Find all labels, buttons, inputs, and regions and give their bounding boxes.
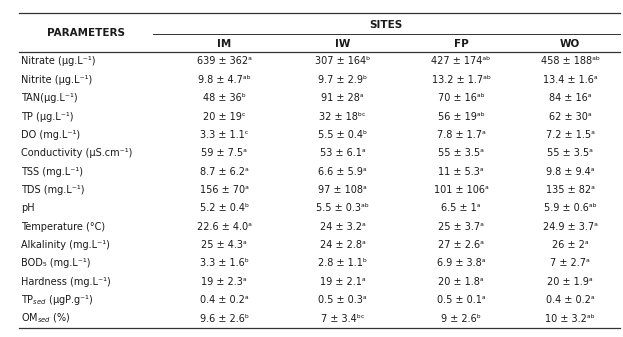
Text: 32 ± 18ᵇᶜ: 32 ± 18ᵇᶜ [320, 112, 366, 122]
Text: 307 ± 164ᵇ: 307 ± 164ᵇ [315, 56, 370, 66]
Text: DO (mg.L⁻¹): DO (mg.L⁻¹) [21, 130, 80, 140]
Text: 0.4 ± 0.2ᵃ: 0.4 ± 0.2ᵃ [200, 295, 249, 305]
Text: 156 ± 70ᵃ: 156 ± 70ᵃ [200, 185, 249, 195]
Text: 5.9 ± 0.6ᵃᵇ: 5.9 ± 0.6ᵃᵇ [544, 203, 596, 213]
Text: 25 ± 3.7ᵃ: 25 ± 3.7ᵃ [438, 222, 484, 232]
Text: 97 ± 108ᵃ: 97 ± 108ᵃ [318, 185, 367, 195]
Text: 27 ± 2.6ᵃ: 27 ± 2.6ᵃ [438, 240, 484, 250]
Text: 7 ± 3.4ᵇᶜ: 7 ± 3.4ᵇᶜ [321, 313, 364, 324]
Text: 26 ± 2ᵃ: 26 ± 2ᵃ [552, 240, 588, 250]
Text: 8.7 ± 6.2ᵃ: 8.7 ± 6.2ᵃ [200, 166, 249, 177]
Text: 427 ± 174ᵃᵇ: 427 ± 174ᵃᵇ [431, 56, 491, 66]
Text: TP (μg.L⁻¹): TP (μg.L⁻¹) [21, 112, 74, 122]
Text: pH: pH [21, 203, 35, 213]
Text: TDS (mg.L⁻¹): TDS (mg.L⁻¹) [21, 185, 85, 195]
Text: TAN(μg.L⁻¹): TAN(μg.L⁻¹) [21, 93, 78, 103]
Text: 9.8 ± 4.7ᵃᵇ: 9.8 ± 4.7ᵃᵇ [198, 75, 250, 85]
Text: 20 ± 1.9ᵃ: 20 ± 1.9ᵃ [547, 277, 593, 287]
Text: Conductivity (μS.cm⁻¹): Conductivity (μS.cm⁻¹) [21, 148, 133, 158]
Text: Nitrate (μg.L⁻¹): Nitrate (μg.L⁻¹) [21, 56, 96, 66]
Text: Alkalinity (mg.L⁻¹): Alkalinity (mg.L⁻¹) [21, 240, 110, 250]
Text: 24 ± 2.8ᵃ: 24 ± 2.8ᵃ [320, 240, 366, 250]
Text: WO: WO [560, 39, 580, 49]
Text: 22.6 ± 4.0ᵃ: 22.6 ± 4.0ᵃ [197, 222, 252, 232]
Text: 84 ± 16ᵃ: 84 ± 16ᵃ [549, 93, 591, 103]
Text: 48 ± 36ᵇ: 48 ± 36ᵇ [203, 93, 245, 103]
Text: 9.8 ± 9.4ᵃ: 9.8 ± 9.4ᵃ [546, 166, 594, 177]
Text: OM$_{sed}$ (%): OM$_{sed}$ (%) [21, 312, 71, 325]
Text: 6.9 ± 3.8ᵃ: 6.9 ± 3.8ᵃ [437, 258, 485, 269]
Text: 56 ± 19ᵃᵇ: 56 ± 19ᵃᵇ [437, 112, 485, 122]
Text: 20 ± 1.8ᵃ: 20 ± 1.8ᵃ [438, 277, 484, 287]
Text: 0.5 ± 0.3ᵃ: 0.5 ± 0.3ᵃ [318, 295, 367, 305]
Text: 70 ± 16ᵃᵇ: 70 ± 16ᵃᵇ [437, 93, 485, 103]
Text: 9.6 ± 2.6ᵇ: 9.6 ± 2.6ᵇ [200, 313, 249, 324]
Text: 5.5 ± 0.3ᵃᵇ: 5.5 ± 0.3ᵃᵇ [316, 203, 369, 213]
Text: Nitrite (μg.L⁻¹): Nitrite (μg.L⁻¹) [21, 75, 92, 85]
Text: 20 ± 19ᶜ: 20 ± 19ᶜ [203, 112, 245, 122]
Text: 25 ± 4.3ᵃ: 25 ± 4.3ᵃ [201, 240, 247, 250]
Text: 13.2 ± 1.7ᵃᵇ: 13.2 ± 1.7ᵃᵇ [432, 75, 490, 85]
Text: 6.5 ± 1ᵃ: 6.5 ± 1ᵃ [441, 203, 481, 213]
Text: 19 ± 2.3ᵃ: 19 ± 2.3ᵃ [201, 277, 247, 287]
Text: 458 ± 188ᵃᵇ: 458 ± 188ᵃᵇ [541, 56, 599, 66]
Text: 91 ± 28ᵃ: 91 ± 28ᵃ [321, 93, 364, 103]
Text: 11 ± 5.3ᵃ: 11 ± 5.3ᵃ [438, 166, 484, 177]
Text: BOD₅ (mg.L⁻¹): BOD₅ (mg.L⁻¹) [21, 258, 91, 269]
Text: 13.4 ± 1.6ᵃ: 13.4 ± 1.6ᵃ [543, 75, 597, 85]
Text: PARAMETERS: PARAMETERS [47, 28, 125, 38]
Text: Temperature (°C): Temperature (°C) [21, 222, 105, 232]
Text: 62 ± 30ᵃ: 62 ± 30ᵃ [549, 112, 591, 122]
Text: 5.5 ± 0.4ᵇ: 5.5 ± 0.4ᵇ [318, 130, 367, 140]
Text: 24 ± 3.2ᵃ: 24 ± 3.2ᵃ [320, 222, 366, 232]
Text: 55 ± 3.5ᵃ: 55 ± 3.5ᵃ [547, 148, 593, 158]
Text: 2.8 ± 1.1ᵇ: 2.8 ± 1.1ᵇ [318, 258, 367, 269]
Text: 0.4 ± 0.2ᵃ: 0.4 ± 0.2ᵃ [546, 295, 594, 305]
Text: 5.2 ± 0.4ᵇ: 5.2 ± 0.4ᵇ [200, 203, 249, 213]
Text: 101 ± 106ᵃ: 101 ± 106ᵃ [434, 185, 488, 195]
Text: 7.2 ± 1.5ᵃ: 7.2 ± 1.5ᵃ [546, 130, 594, 140]
Text: 6.6 ± 5.9ᵃ: 6.6 ± 5.9ᵃ [318, 166, 367, 177]
Text: 0.5 ± 0.1ᵃ: 0.5 ± 0.1ᵃ [437, 295, 485, 305]
Text: 7 ± 2.7ᵃ: 7 ± 2.7ᵃ [550, 258, 590, 269]
Text: 24.9 ± 3.7ᵃ: 24.9 ± 3.7ᵃ [543, 222, 597, 232]
Text: 10 ± 3.2ᵃᵇ: 10 ± 3.2ᵃᵇ [545, 313, 595, 324]
Text: 3.3 ± 1.1ᶜ: 3.3 ± 1.1ᶜ [200, 130, 249, 140]
Text: 59 ± 7.5ᵃ: 59 ± 7.5ᵃ [201, 148, 247, 158]
Text: TSS (mg.L⁻¹): TSS (mg.L⁻¹) [21, 166, 83, 177]
Text: 9.7 ± 2.9ᵇ: 9.7 ± 2.9ᵇ [318, 75, 367, 85]
Text: 53 ± 6.1ᵃ: 53 ± 6.1ᵃ [320, 148, 366, 158]
Text: 19 ± 2.1ᵃ: 19 ± 2.1ᵃ [320, 277, 366, 287]
Text: FP: FP [454, 39, 468, 49]
Text: IW: IW [335, 39, 350, 49]
Text: 9 ± 2.6ᵇ: 9 ± 2.6ᵇ [441, 313, 481, 324]
Text: SITES: SITES [369, 20, 403, 30]
Text: 7.8 ± 1.7ᵃ: 7.8 ± 1.7ᵃ [437, 130, 485, 140]
Text: 55 ± 3.5ᵃ: 55 ± 3.5ᵃ [438, 148, 484, 158]
Text: 3.3 ± 1.6ᵇ: 3.3 ± 1.6ᵇ [200, 258, 249, 269]
Text: Hardness (mg.L⁻¹): Hardness (mg.L⁻¹) [21, 277, 111, 287]
Text: 135 ± 82ᵃ: 135 ± 82ᵃ [546, 185, 594, 195]
Text: TP$_{sed}$ (μgP.g⁻¹): TP$_{sed}$ (μgP.g⁻¹) [21, 293, 94, 307]
Text: IM: IM [217, 39, 231, 49]
Text: 639 ± 362ᵃ: 639 ± 362ᵃ [197, 56, 252, 66]
